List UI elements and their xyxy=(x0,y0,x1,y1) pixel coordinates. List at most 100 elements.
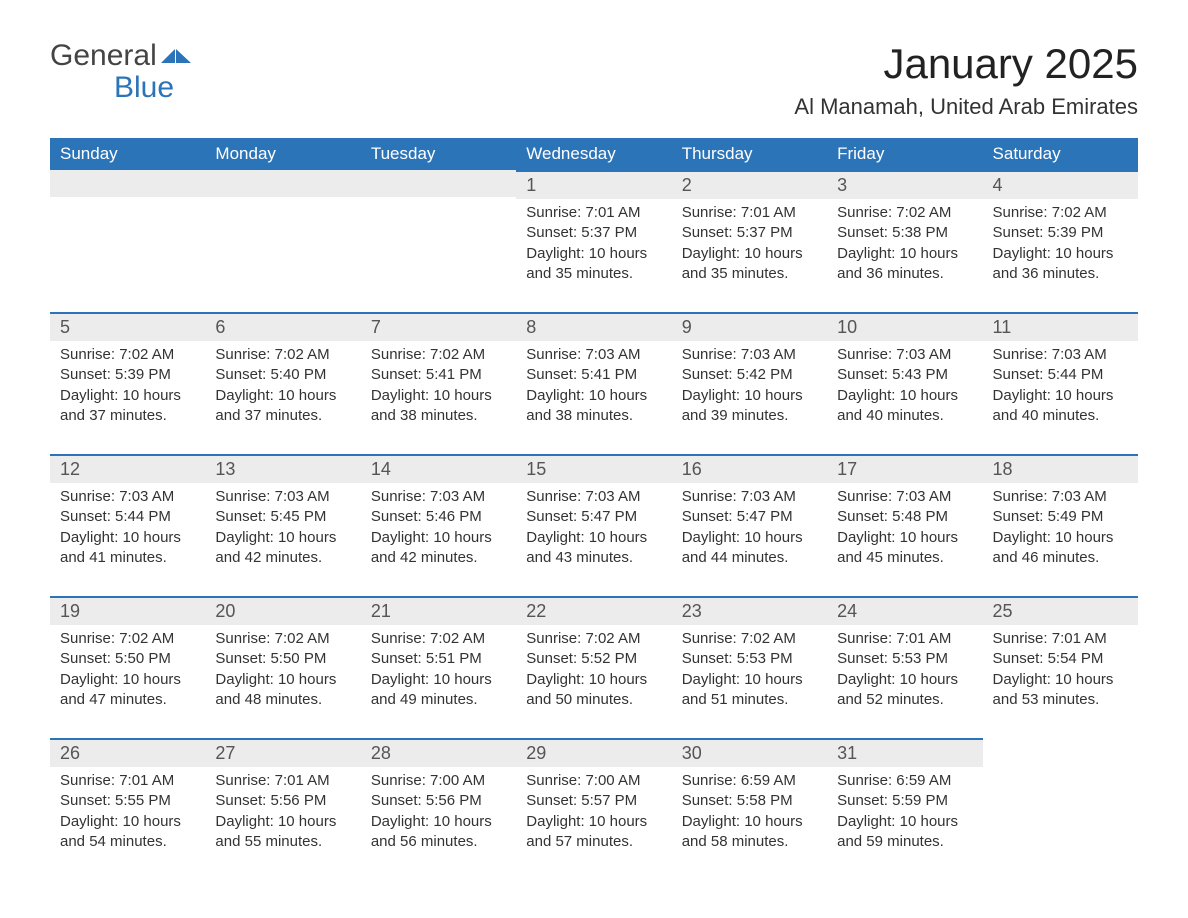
day-content: Sunrise: 7:01 AMSunset: 5:37 PMDaylight:… xyxy=(516,199,671,294)
daylight-line: Daylight: 10 hours and 49 minutes. xyxy=(371,670,506,711)
daynum-bar: 15 xyxy=(516,454,671,483)
day-number: 31 xyxy=(827,740,982,767)
day-content: Sunrise: 7:01 AMSunset: 5:54 PMDaylight:… xyxy=(983,625,1138,720)
day-number: 17 xyxy=(827,456,982,483)
calendar-cell: 14Sunrise: 7:03 AMSunset: 5:46 PMDayligh… xyxy=(361,454,516,596)
daylight-line: Daylight: 10 hours and 35 minutes. xyxy=(526,244,661,285)
daylight-line: Daylight: 10 hours and 36 minutes. xyxy=(993,244,1128,285)
calendar-cell: 27Sunrise: 7:01 AMSunset: 5:56 PMDayligh… xyxy=(205,738,360,880)
daynum-bar: 22 xyxy=(516,596,671,625)
calendar-cell: 15Sunrise: 7:03 AMSunset: 5:47 PMDayligh… xyxy=(516,454,671,596)
weekday-row: SundayMondayTuesdayWednesdayThursdayFrid… xyxy=(50,138,1138,170)
daynum-bar: 14 xyxy=(361,454,516,483)
sunset-line: Sunset: 5:53 PM xyxy=(682,649,817,669)
calendar-cell: 23Sunrise: 7:02 AMSunset: 5:53 PMDayligh… xyxy=(672,596,827,738)
calendar-row: 5Sunrise: 7:02 AMSunset: 5:39 PMDaylight… xyxy=(50,312,1138,454)
sunset-line: Sunset: 5:38 PM xyxy=(837,223,972,243)
sunset-line: Sunset: 5:37 PM xyxy=(526,223,661,243)
day-content: Sunrise: 6:59 AMSunset: 5:58 PMDaylight:… xyxy=(672,767,827,862)
day-content: Sunrise: 7:03 AMSunset: 5:47 PMDaylight:… xyxy=(672,483,827,578)
day-number: 12 xyxy=(50,456,205,483)
sunset-line: Sunset: 5:58 PM xyxy=(682,791,817,811)
sunrise-line: Sunrise: 7:02 AM xyxy=(993,203,1128,223)
day-number: 10 xyxy=(827,314,982,341)
page-title: January 2025 xyxy=(794,40,1138,88)
calendar-cell: 13Sunrise: 7:03 AMSunset: 5:45 PMDayligh… xyxy=(205,454,360,596)
daynum-bar: 27 xyxy=(205,738,360,767)
daynum-bar: 18 xyxy=(983,454,1138,483)
day-number: 30 xyxy=(672,740,827,767)
sunset-line: Sunset: 5:47 PM xyxy=(682,507,817,527)
daynum-bar: 1 xyxy=(516,170,671,199)
day-number: 16 xyxy=(672,456,827,483)
calendar-cell: 18Sunrise: 7:03 AMSunset: 5:49 PMDayligh… xyxy=(983,454,1138,596)
calendar-cell: 26Sunrise: 7:01 AMSunset: 5:55 PMDayligh… xyxy=(50,738,205,880)
calendar-cell: 10Sunrise: 7:03 AMSunset: 5:43 PMDayligh… xyxy=(827,312,982,454)
sunrise-line: Sunrise: 7:01 AM xyxy=(60,771,195,791)
day-content: Sunrise: 7:01 AMSunset: 5:55 PMDaylight:… xyxy=(50,767,205,862)
sunset-line: Sunset: 5:57 PM xyxy=(526,791,661,811)
sunset-line: Sunset: 5:37 PM xyxy=(682,223,817,243)
sunrise-line: Sunrise: 7:02 AM xyxy=(215,629,350,649)
daylight-line: Daylight: 10 hours and 50 minutes. xyxy=(526,670,661,711)
day-content: Sunrise: 7:02 AMSunset: 5:51 PMDaylight:… xyxy=(361,625,516,720)
sunset-line: Sunset: 5:56 PM xyxy=(371,791,506,811)
sunset-line: Sunset: 5:52 PM xyxy=(526,649,661,669)
daylight-line: Daylight: 10 hours and 42 minutes. xyxy=(215,528,350,569)
day-number: 5 xyxy=(50,314,205,341)
day-number: 8 xyxy=(516,314,671,341)
sunrise-line: Sunrise: 7:01 AM xyxy=(682,203,817,223)
sunrise-line: Sunrise: 7:03 AM xyxy=(993,487,1128,507)
day-content: Sunrise: 7:02 AMSunset: 5:38 PMDaylight:… xyxy=(827,199,982,294)
sunrise-line: Sunrise: 7:03 AM xyxy=(682,487,817,507)
sunset-line: Sunset: 5:50 PM xyxy=(215,649,350,669)
calendar-cell: 4Sunrise: 7:02 AMSunset: 5:39 PMDaylight… xyxy=(983,170,1138,312)
day-number: 7 xyxy=(361,314,516,341)
calendar-cell: 9Sunrise: 7:03 AMSunset: 5:42 PMDaylight… xyxy=(672,312,827,454)
day-number: 6 xyxy=(205,314,360,341)
day-content: Sunrise: 7:01 AMSunset: 5:53 PMDaylight:… xyxy=(827,625,982,720)
sunset-line: Sunset: 5:53 PM xyxy=(837,649,972,669)
day-content: Sunrise: 7:03 AMSunset: 5:45 PMDaylight:… xyxy=(205,483,360,578)
weekday-header: Tuesday xyxy=(361,138,516,170)
calendar-cell: 28Sunrise: 7:00 AMSunset: 5:56 PMDayligh… xyxy=(361,738,516,880)
day-content: Sunrise: 7:03 AMSunset: 5:44 PMDaylight:… xyxy=(50,483,205,578)
day-content: Sunrise: 7:02 AMSunset: 5:39 PMDaylight:… xyxy=(50,341,205,436)
sunrise-line: Sunrise: 7:01 AM xyxy=(526,203,661,223)
daynum-bar: 6 xyxy=(205,312,360,341)
sunset-line: Sunset: 5:44 PM xyxy=(993,365,1128,385)
day-number: 9 xyxy=(672,314,827,341)
daynum-bar: 13 xyxy=(205,454,360,483)
daylight-line: Daylight: 10 hours and 36 minutes. xyxy=(837,244,972,285)
calendar-cell: 1Sunrise: 7:01 AMSunset: 5:37 PMDaylight… xyxy=(516,170,671,312)
daylight-line: Daylight: 10 hours and 46 minutes. xyxy=(993,528,1128,569)
calendar-cell: 29Sunrise: 7:00 AMSunset: 5:57 PMDayligh… xyxy=(516,738,671,880)
daynum-bar: 4 xyxy=(983,170,1138,199)
sunrise-line: Sunrise: 7:02 AM xyxy=(60,629,195,649)
sunset-line: Sunset: 5:48 PM xyxy=(837,507,972,527)
daynum-bar: 16 xyxy=(672,454,827,483)
day-number: 25 xyxy=(983,598,1138,625)
daylight-line: Daylight: 10 hours and 55 minutes. xyxy=(215,812,350,853)
calendar-cell: 20Sunrise: 7:02 AMSunset: 5:50 PMDayligh… xyxy=(205,596,360,738)
sunrise-line: Sunrise: 7:03 AM xyxy=(526,487,661,507)
sunset-line: Sunset: 5:47 PM xyxy=(526,507,661,527)
day-number: 18 xyxy=(983,456,1138,483)
sunset-line: Sunset: 5:51 PM xyxy=(371,649,506,669)
sunrise-line: Sunrise: 7:03 AM xyxy=(371,487,506,507)
weekday-header: Monday xyxy=(205,138,360,170)
calendar-cell: 8Sunrise: 7:03 AMSunset: 5:41 PMDaylight… xyxy=(516,312,671,454)
daynum-bar: 12 xyxy=(50,454,205,483)
day-number: 24 xyxy=(827,598,982,625)
daylight-line: Daylight: 10 hours and 54 minutes. xyxy=(60,812,195,853)
sunrise-line: Sunrise: 7:02 AM xyxy=(526,629,661,649)
calendar-cell: 24Sunrise: 7:01 AMSunset: 5:53 PMDayligh… xyxy=(827,596,982,738)
sunset-line: Sunset: 5:59 PM xyxy=(837,791,972,811)
sunrise-line: Sunrise: 7:02 AM xyxy=(215,345,350,365)
day-content: Sunrise: 7:01 AMSunset: 5:37 PMDaylight:… xyxy=(672,199,827,294)
calendar-cell: 5Sunrise: 7:02 AMSunset: 5:39 PMDaylight… xyxy=(50,312,205,454)
calendar-cell: 11Sunrise: 7:03 AMSunset: 5:44 PMDayligh… xyxy=(983,312,1138,454)
daylight-line: Daylight: 10 hours and 44 minutes. xyxy=(682,528,817,569)
daynum-bar: 23 xyxy=(672,596,827,625)
sunrise-line: Sunrise: 7:03 AM xyxy=(993,345,1128,365)
